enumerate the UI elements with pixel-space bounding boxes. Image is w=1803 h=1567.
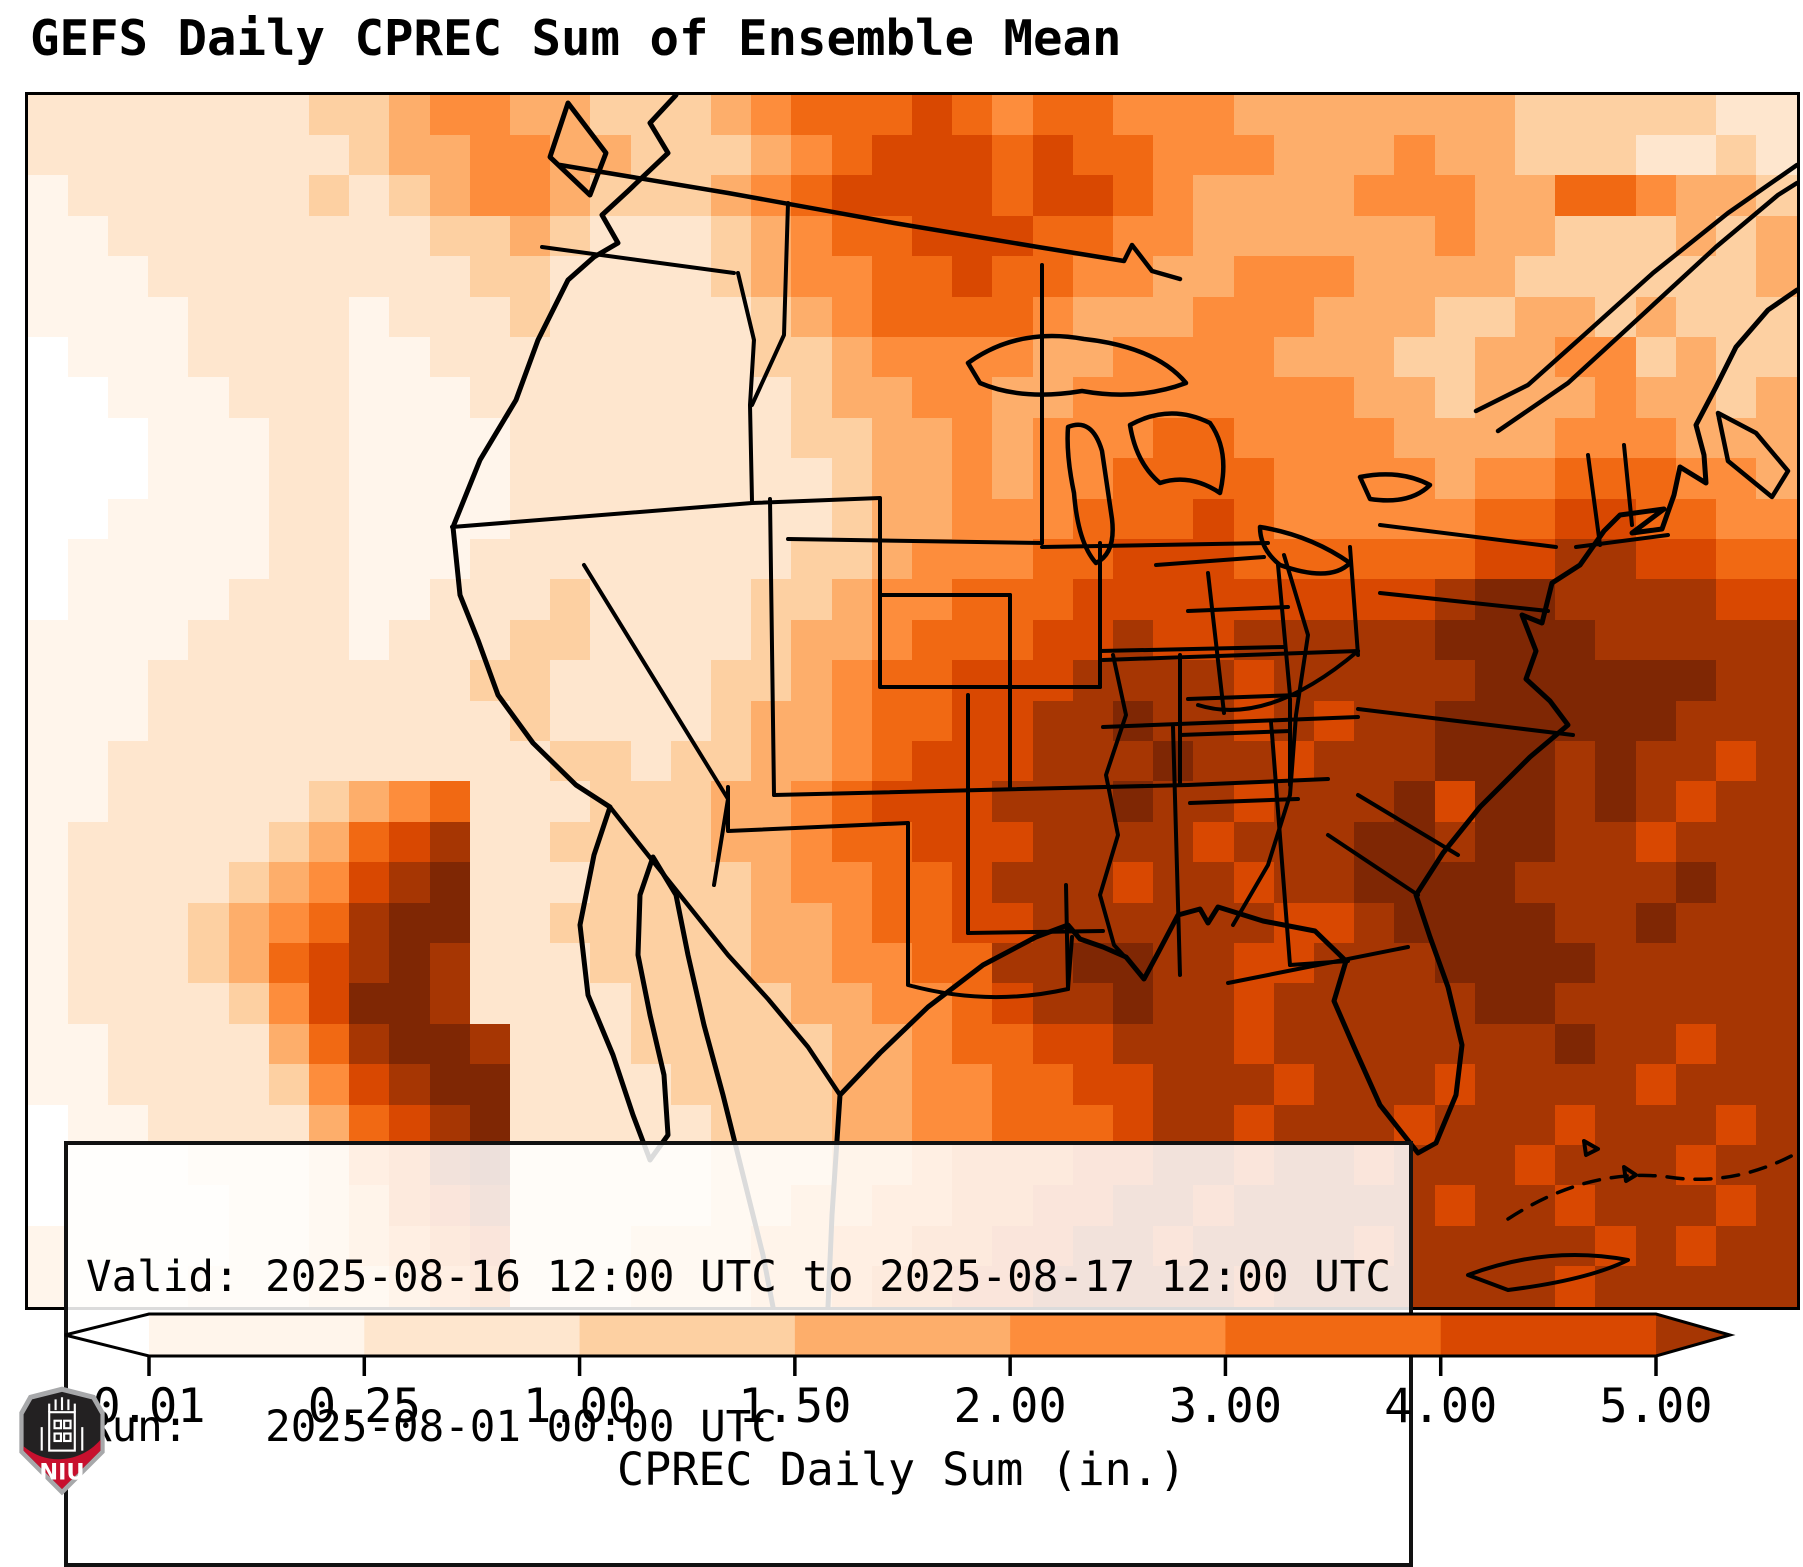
state-borders-east xyxy=(1101,443,1670,985)
niu-castle-icon xyxy=(40,1397,84,1452)
colorbar-segment xyxy=(1225,1314,1442,1356)
niu-shield-red-swoosh xyxy=(23,1439,101,1489)
colorbar-segment xyxy=(149,1314,365,1356)
lake-superior xyxy=(965,333,1189,397)
figure-title: GEFS Daily CPREC Sum of Ensemble Mean xyxy=(30,10,1122,67)
state-borders-central xyxy=(726,541,1310,1000)
vancouver-island-coast xyxy=(547,100,609,198)
state-borders-west xyxy=(450,201,1330,887)
niu-logo-text: NIU xyxy=(39,1459,84,1485)
coastline-state-borders-overlay xyxy=(450,95,1797,1307)
us-mexico-border xyxy=(607,804,843,1098)
colorbar-under-arrow xyxy=(65,1314,149,1356)
colorbar-label: CPREC Daily Sum (in.) xyxy=(617,1443,1186,1496)
st-lawrence-north-shore xyxy=(1473,162,1797,414)
lake-ontario xyxy=(1357,472,1433,503)
lake-erie xyxy=(1257,524,1353,576)
precipitation-heatmap-canvas xyxy=(28,95,1797,1307)
colorbar-tick-label: 0.25 xyxy=(308,1379,421,1434)
colorbar-tick-label: 1.50 xyxy=(738,1379,851,1434)
lake-michigan xyxy=(1065,422,1115,566)
colorbar-tick-label: 0.01 xyxy=(92,1379,205,1434)
colorbar-segment xyxy=(579,1314,796,1356)
valid-time-line: Valid: 2025-08-16 12:00 UTC to 2025-08-1… xyxy=(86,1253,1391,1302)
caribbean-islands xyxy=(1466,1139,1638,1292)
lake-huron xyxy=(1127,411,1226,496)
us-canada-border xyxy=(557,162,1183,282)
gulf-atlantic-coastline xyxy=(825,287,1797,1307)
colorbar-segment xyxy=(1010,1314,1227,1356)
nova-scotia-coast xyxy=(1715,410,1791,500)
figure-page: { "title": "GEFS Daily CPREC Sum of Ense… xyxy=(19,10,1800,1567)
map-plot-area: Valid: 2025-08-16 12:00 UTC to 2025-08-1… xyxy=(25,92,1800,1567)
pacific-coastline xyxy=(450,95,776,1307)
colorbar-segment xyxy=(364,1314,581,1356)
colorbar-segment xyxy=(1440,1314,1657,1356)
st-lawrence-south-shore xyxy=(1495,180,1797,434)
colorbar-tick-label: 5.00 xyxy=(1599,1379,1712,1434)
colorbar-segment xyxy=(794,1314,1011,1356)
colorbar: 0.01 0.25 1.00 1.50 2.00 3.00 4.00 5.00 xyxy=(64,1312,1736,1434)
run-time-line: Run: 2025-08-01 00:00 UTC xyxy=(86,1403,777,1452)
colorbar-tick-label: 3.00 xyxy=(1169,1379,1282,1434)
bathymetry-dashed-line xyxy=(1506,1151,1797,1221)
colorbar-tick-label: 2.00 xyxy=(954,1379,1067,1434)
niu-logo: NIU xyxy=(19,1386,105,1496)
colorbar-over-arrow xyxy=(1656,1314,1730,1356)
colorbar-tick-label: 4.00 xyxy=(1384,1379,1497,1434)
colorbar-tick-label: 1.00 xyxy=(523,1379,636,1434)
